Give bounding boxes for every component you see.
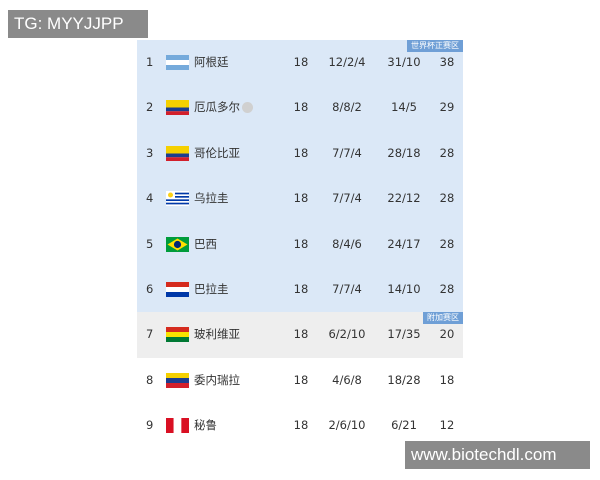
goals: 14/10 xyxy=(387,282,421,296)
team: 巴拉圭 xyxy=(194,282,229,296)
points: 28 xyxy=(439,145,455,160)
flag xyxy=(166,236,189,252)
table-row: 4 乌拉圭 18 7/7/4 22/12 28 xyxy=(137,176,463,222)
team: 阿根廷 xyxy=(194,55,229,69)
wdl: 7/7/4 xyxy=(332,191,362,206)
watermark: TG: MYYJJPP xyxy=(8,10,148,38)
played: 18 xyxy=(293,282,309,296)
played: 18 xyxy=(293,327,309,342)
wdl: 12/2/4 xyxy=(328,55,366,69)
rank: 9 xyxy=(146,418,154,433)
table-row: 1 阿根廷 18 12/2/4 31/10 38 世界杯正赛区 xyxy=(137,40,463,86)
team: 厄瓜多尔 xyxy=(194,100,240,115)
played: 18 xyxy=(293,100,309,115)
rank: 6 xyxy=(146,282,154,296)
goals: 28/18 xyxy=(387,145,421,160)
team: 巴西 xyxy=(194,236,217,251)
rank: 8 xyxy=(146,372,154,387)
wdl: 8/4/6 xyxy=(332,236,362,251)
zone-tag: 附加赛区 xyxy=(423,312,463,325)
wdl: 7/7/4 xyxy=(332,145,362,160)
info-icon[interactable] xyxy=(242,102,253,114)
flag xyxy=(166,327,189,343)
goals: 6/21 xyxy=(391,418,417,433)
rank: 1 xyxy=(146,55,154,69)
points: 18 xyxy=(439,372,455,387)
rank: 3 xyxy=(146,145,154,160)
played: 18 xyxy=(293,145,309,160)
points: 38 xyxy=(439,55,455,69)
flag xyxy=(166,418,189,434)
goals: 31/10 xyxy=(387,55,421,69)
wdl: 4/6/8 xyxy=(332,372,362,387)
played: 18 xyxy=(293,191,309,206)
points: 20 xyxy=(439,327,455,342)
team: 委内瑞拉 xyxy=(194,372,240,387)
points: 29 xyxy=(439,100,455,115)
table-row: 3 哥伦比亚 18 7/7/4 28/18 28 xyxy=(137,130,463,177)
team: 玻利维亚 xyxy=(194,327,240,342)
played: 18 xyxy=(293,55,309,69)
table-row: 8 委内瑞拉 18 4/6/8 18/28 18 xyxy=(137,357,463,404)
goals: 14/5 xyxy=(391,100,417,115)
watermark: www.biotechdl.com xyxy=(405,441,590,469)
wdl: 2/6/10 xyxy=(328,418,366,433)
flag xyxy=(166,191,189,207)
points: 12 xyxy=(439,418,455,433)
flag xyxy=(166,282,189,297)
wdl: 6/2/10 xyxy=(328,327,366,342)
team: 哥伦比亚 xyxy=(194,145,240,160)
rank: 4 xyxy=(146,191,154,206)
played: 18 xyxy=(293,418,309,433)
flag xyxy=(166,55,189,70)
table-row: 5 巴西 18 8/4/6 24/17 28 xyxy=(137,221,463,267)
wdl: 7/7/4 xyxy=(332,282,362,296)
wdl: 8/8/2 xyxy=(332,100,362,115)
table-row: 7 玻利维亚 18 6/2/10 17/35 20 附加赛区 xyxy=(137,312,463,358)
points: 28 xyxy=(439,282,455,296)
goals: 18/28 xyxy=(387,372,421,387)
rank: 2 xyxy=(146,100,154,115)
goals: 17/35 xyxy=(387,327,421,342)
table-row: 9 秘鲁 18 2/6/10 6/21 12 xyxy=(137,403,463,449)
zone-tag: 世界杯正赛区 xyxy=(407,40,463,52)
goals: 22/12 xyxy=(387,191,421,206)
points: 28 xyxy=(439,236,455,251)
table-row: 6 巴拉圭 18 7/7/4 14/10 28 xyxy=(137,267,463,313)
team: 乌拉圭 xyxy=(194,191,229,206)
flag xyxy=(166,372,189,388)
flag xyxy=(166,100,189,116)
rank: 7 xyxy=(146,327,154,342)
rank: 5 xyxy=(146,236,154,251)
flag xyxy=(166,145,189,161)
goals: 24/17 xyxy=(387,236,421,251)
points: 28 xyxy=(439,191,455,206)
table-row: 2 厄瓜多尔 18 8/8/2 14/5 29 xyxy=(137,85,463,131)
played: 18 xyxy=(293,236,309,251)
team: 秘鲁 xyxy=(194,418,217,433)
played: 18 xyxy=(293,372,309,387)
